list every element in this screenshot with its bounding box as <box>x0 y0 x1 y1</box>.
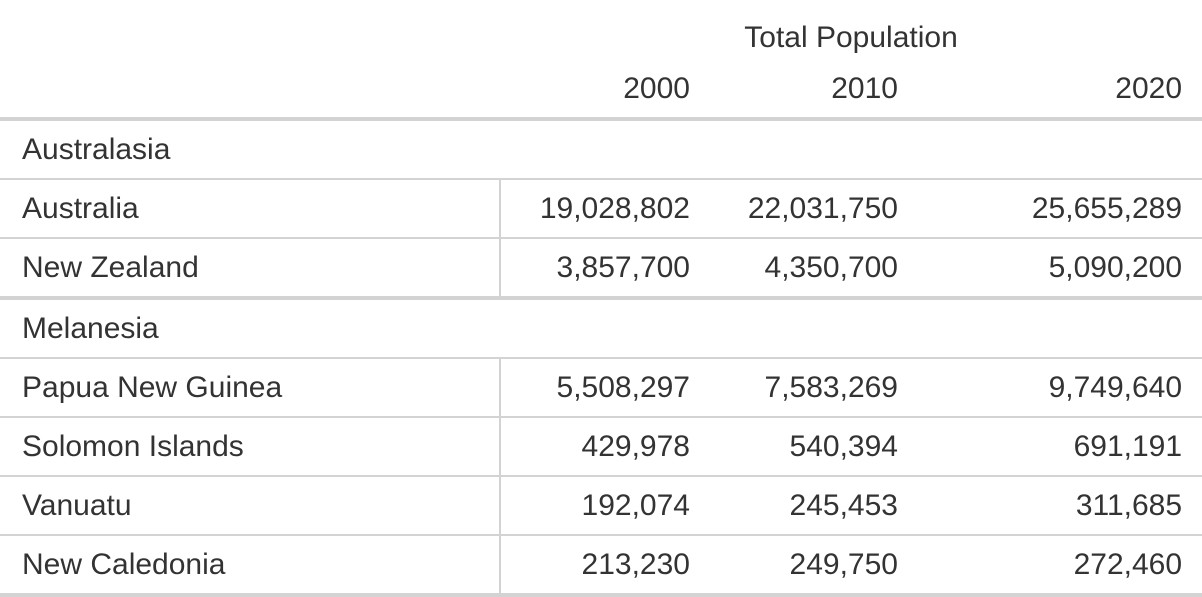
group-row: Melanesia <box>0 298 1202 359</box>
cell-value: 249,750 <box>700 535 908 597</box>
cell-value: 3,857,700 <box>500 238 700 300</box>
cell-value: 272,460 <box>908 535 1202 597</box>
cell-value: 5,508,297 <box>500 358 700 418</box>
row-label: Papua New Guinea <box>0 358 501 418</box>
column-header: 2000 <box>500 61 700 121</box>
cell-value: 9,749,640 <box>908 358 1202 418</box>
data-row: Papua New Guinea 5,508,297 7,583,269 9,749,… <box>0 358 1202 418</box>
column-header: 2020 <box>908 61 1202 121</box>
group-label: Melanesia <box>0 298 1202 359</box>
group-label: Australasia <box>0 119 1202 180</box>
cell-value: 25,655,289 <box>908 179 1202 239</box>
row-label: Vanuatu <box>0 476 501 536</box>
cell-value: 5,090,200 <box>908 238 1202 300</box>
row-label: Solomon Islands <box>0 417 501 477</box>
cell-value: 691,191 <box>908 417 1202 477</box>
column-header: 2010 <box>700 61 908 121</box>
cell-value: 4,350,700 <box>700 238 908 300</box>
spanner-label: Total Population <box>744 21 958 54</box>
data-row: New Zealand 3,857,700 4,350,700 5,090,200 <box>0 238 1202 300</box>
data-row: Vanuatu 192,074 245,453 311,685 <box>0 476 1202 536</box>
cell-value: 19,028,802 <box>500 179 700 239</box>
cell-value: 7,583,269 <box>700 358 908 418</box>
data-row: Australia 19,028,802 22,031,750 25,655,289 <box>0 179 1202 239</box>
cell-value: 192,074 <box>500 476 700 536</box>
row-label: New Zealand <box>0 238 501 300</box>
cell-value: 22,031,750 <box>700 179 908 239</box>
data-row: Solomon Islands 429,978 540,394 691,191 <box>0 417 1202 477</box>
cell-value: 429,978 <box>500 417 700 477</box>
row-label: Australia <box>0 179 501 239</box>
cell-value: 540,394 <box>700 417 908 477</box>
group-row: Australasia <box>0 119 1202 180</box>
row-label: New Caledonia <box>0 535 501 597</box>
cell-value: 213,230 <box>500 535 700 597</box>
cell-value: 311,685 <box>908 476 1202 536</box>
cell-value: 245,453 <box>700 476 908 536</box>
data-row: New Caledonia 213,230 249,750 272,460 <box>0 535 1202 597</box>
